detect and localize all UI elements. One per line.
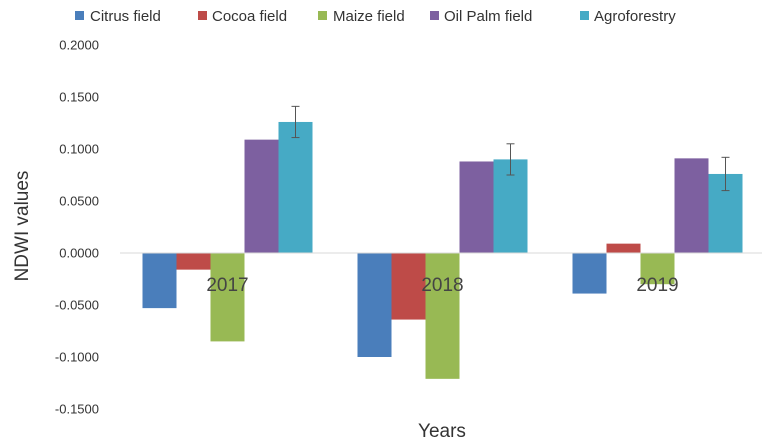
legend-item: Agroforestry	[580, 8, 676, 25]
bar-cocoa-field-2017	[176, 253, 211, 270]
legend-swatch	[198, 11, 207, 20]
x-axis-title: Years	[418, 421, 466, 442]
error-bars	[291, 105, 730, 192]
error-bar-2019	[721, 156, 730, 192]
category-labels: 2017 2018 2019	[206, 275, 678, 296]
bar-maize-field-2019	[640, 253, 675, 285]
legend-label: Cocoa field	[212, 8, 287, 25]
bar-oil-palm-field-2017	[244, 139, 279, 253]
bar-citrus-field-2018	[357, 253, 392, 357]
y-tick-label: -0.1000	[55, 350, 99, 365]
bar-maize-field-2018	[425, 253, 460, 379]
legend-swatch	[318, 11, 327, 20]
y-tick-label: 0.0000	[59, 246, 99, 261]
legend: Citrus field Cocoa field Maize field Oil Pa…	[75, 8, 676, 25]
legend-label: Citrus field	[90, 8, 161, 25]
y-tick-label: 0.1000	[59, 142, 99, 157]
bar-citrus-field-2017	[142, 253, 177, 309]
y-tick-label: 0.1500	[59, 90, 99, 105]
y-axis-title: NDWI values	[12, 171, 33, 282]
bar-maize-field-2017	[210, 253, 245, 342]
bars	[142, 121, 743, 379]
legend-label: Oil Palm field	[444, 8, 532, 25]
bar-citrus-field-2019	[572, 253, 607, 294]
legend-swatch	[430, 11, 439, 20]
legend-item: Cocoa field	[198, 8, 287, 25]
bar-cocoa-field-2018	[391, 253, 426, 320]
error-bar-2018	[506, 143, 515, 176]
legend-label: Agroforestry	[594, 8, 676, 25]
x-category-label: 2017	[206, 275, 248, 296]
legend-item: Maize field	[318, 8, 405, 25]
legend-swatch	[75, 11, 84, 20]
x-category-label: 2018	[421, 275, 463, 296]
bar-cocoa-field-2019	[606, 243, 641, 253]
bar-oil-palm-field-2018	[459, 161, 494, 253]
legend-label: Maize field	[333, 8, 405, 25]
legend-swatch	[580, 11, 589, 20]
legend-item: Oil Palm field	[430, 8, 532, 25]
y-tick-label: 0.2000	[59, 38, 99, 53]
y-tick-label: 0.0500	[59, 194, 99, 209]
bar-oil-palm-field-2019	[674, 158, 709, 253]
bar-agroforestry-2017	[278, 121, 313, 254]
error-bar-2017	[291, 105, 300, 139]
legend-item: Citrus field	[75, 8, 161, 25]
y-tick-label: -0.0500	[55, 298, 99, 313]
y-tick-label: -0.1500	[55, 402, 99, 417]
x-category-label: 2019	[636, 275, 678, 296]
y-axis-ticks: 0.2000 0.1500 0.1000 0.0500 0.0000 -0.0500 -0.…	[55, 38, 99, 417]
